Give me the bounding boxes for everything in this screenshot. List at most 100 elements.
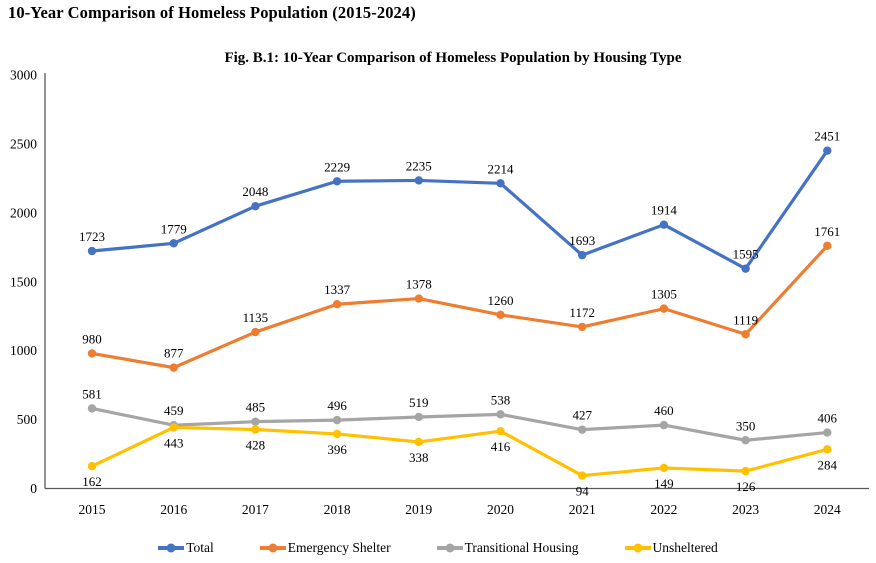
chart-legend: Total Emergency Shelter Transitional Housi… bbox=[0, 540, 876, 556]
data-label: 406 bbox=[818, 411, 838, 426]
y-tick-label: 2000 bbox=[10, 205, 37, 220]
x-tick-label: 2018 bbox=[324, 502, 351, 517]
legend-dot-icon bbox=[268, 543, 278, 553]
data-point bbox=[251, 202, 260, 211]
data-label: 2229 bbox=[324, 159, 350, 174]
legend-item-emergency-shelter: Emergency Shelter bbox=[259, 540, 391, 556]
data-point bbox=[414, 176, 423, 185]
data-point bbox=[823, 241, 832, 250]
data-point bbox=[169, 363, 178, 372]
legend-label: Emergency Shelter bbox=[287, 540, 391, 555]
data-point bbox=[87, 461, 97, 471]
legend-label: Total bbox=[186, 540, 214, 555]
data-label: 2235 bbox=[406, 158, 432, 173]
data-point bbox=[332, 300, 342, 309]
data-point bbox=[414, 412, 423, 422]
data-label: 1378 bbox=[406, 277, 432, 292]
data-label: 519 bbox=[409, 395, 429, 410]
data-label: 980 bbox=[82, 331, 102, 346]
data-label: 443 bbox=[164, 435, 184, 450]
y-tick-label: 500 bbox=[17, 412, 38, 427]
data-point bbox=[741, 330, 750, 339]
data-label: 338 bbox=[409, 450, 429, 465]
y-tick-label: 1500 bbox=[10, 274, 37, 289]
x-tick-label: 2015 bbox=[79, 502, 106, 517]
x-tick-label: 2023 bbox=[732, 502, 759, 517]
data-point bbox=[741, 264, 750, 273]
data-label: 1779 bbox=[161, 221, 187, 236]
x-tick-label: 2022 bbox=[650, 502, 677, 517]
data-label: 126 bbox=[736, 479, 756, 494]
data-label: 396 bbox=[327, 442, 347, 457]
data-point bbox=[332, 429, 342, 439]
data-label: 1305 bbox=[651, 287, 677, 302]
data-label: 427 bbox=[572, 408, 592, 423]
data-point bbox=[659, 304, 669, 313]
data-label: 877 bbox=[164, 346, 184, 361]
y-tick-label: 1000 bbox=[10, 343, 37, 358]
legend-line-marker-icon bbox=[158, 543, 185, 553]
data-label: 1337 bbox=[324, 282, 351, 297]
x-tick-label: 2021 bbox=[569, 502, 596, 517]
data-point bbox=[251, 417, 260, 426]
series-line-unsheltered bbox=[90, 425, 829, 478]
data-point bbox=[87, 404, 97, 413]
data-label: 94 bbox=[576, 484, 590, 499]
x-tick-label: 2019 bbox=[405, 502, 432, 517]
series-line-emergency-shelter bbox=[90, 244, 829, 370]
data-point bbox=[578, 250, 587, 260]
data-label: 2048 bbox=[242, 184, 268, 199]
y-tick-label: 2500 bbox=[10, 136, 37, 151]
data-point bbox=[823, 445, 832, 454]
data-point bbox=[87, 246, 97, 256]
data-point bbox=[823, 428, 832, 437]
data-label: 1914 bbox=[651, 203, 678, 218]
legend-dot-icon bbox=[633, 543, 643, 553]
data-point bbox=[659, 463, 669, 473]
y-tick-label: 3000 bbox=[10, 68, 37, 83]
y-tick-label: 0 bbox=[30, 481, 37, 496]
legend-line-marker-icon bbox=[436, 543, 463, 553]
data-point bbox=[169, 239, 178, 248]
data-point bbox=[251, 425, 260, 434]
data-point bbox=[496, 410, 505, 419]
chart-title: Fig. B.1: 10-Year Comparison of Homeless… bbox=[224, 50, 682, 66]
data-point bbox=[251, 327, 260, 337]
data-point bbox=[169, 423, 178, 432]
data-label: 1260 bbox=[488, 293, 514, 308]
data-point bbox=[414, 437, 423, 447]
series-line-total bbox=[90, 149, 829, 271]
legend-item-transitional-housing: Transitional Housing bbox=[436, 540, 579, 556]
data-label: 1172 bbox=[569, 305, 595, 320]
x-tick-label: 2024 bbox=[814, 502, 841, 517]
data-label: 416 bbox=[491, 439, 511, 454]
data-label: 149 bbox=[654, 476, 674, 491]
x-tick-label: 2017 bbox=[242, 502, 269, 517]
legend-label: Transitional Housing bbox=[464, 540, 579, 555]
data-label: 538 bbox=[491, 392, 511, 407]
x-tick-label: 2016 bbox=[160, 502, 187, 517]
data-label: 162 bbox=[82, 474, 102, 489]
data-label: 284 bbox=[818, 457, 838, 472]
data-point bbox=[823, 146, 832, 155]
data-label: 350 bbox=[736, 418, 756, 433]
data-point bbox=[496, 426, 505, 436]
data-point bbox=[578, 471, 587, 480]
data-label: 2451 bbox=[814, 129, 840, 144]
data-label: 460 bbox=[654, 403, 674, 418]
data-label: 1761 bbox=[814, 224, 840, 239]
legend-line-marker-icon bbox=[624, 543, 651, 553]
legend-item-total: Total bbox=[158, 540, 214, 556]
data-label: 2214 bbox=[488, 161, 515, 176]
data-label: 1595 bbox=[733, 247, 759, 262]
data-label: 459 bbox=[164, 403, 184, 418]
series-line-transitional-housing bbox=[90, 406, 829, 442]
legend-label: Unsheltered bbox=[652, 540, 718, 555]
legend-item-unsheltered: Unsheltered bbox=[624, 540, 718, 556]
data-label: 485 bbox=[246, 400, 266, 415]
data-point bbox=[578, 425, 587, 434]
data-point bbox=[496, 310, 505, 320]
data-point bbox=[414, 294, 423, 303]
